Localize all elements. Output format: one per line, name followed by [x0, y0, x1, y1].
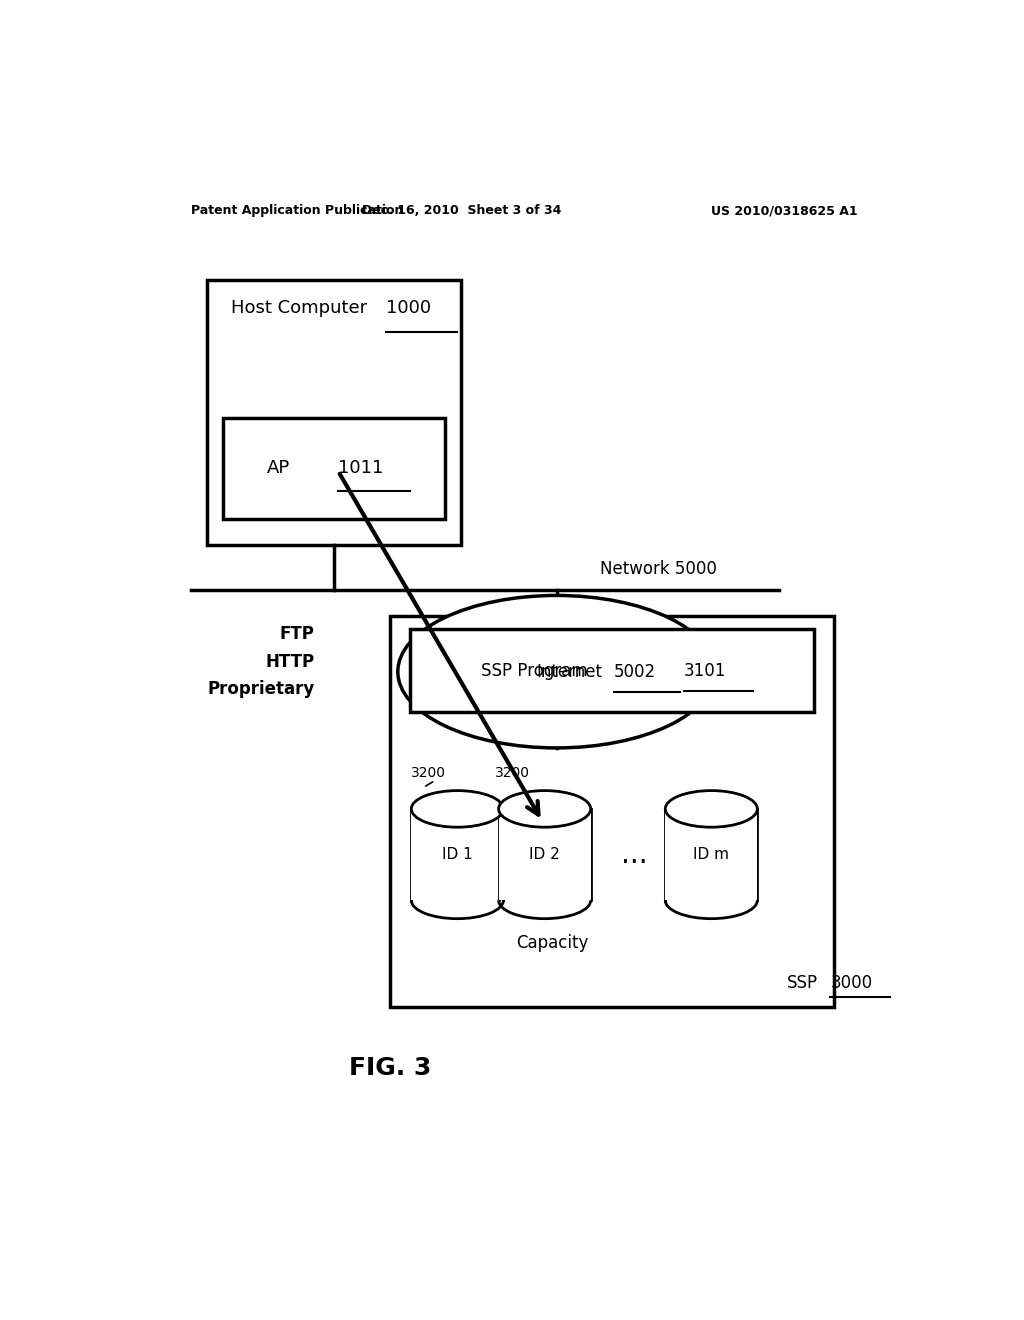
Bar	[207, 280, 462, 545]
Text: FTP: FTP	[280, 626, 314, 643]
Text: HTTP: HTTP	[265, 652, 314, 671]
Text: US 2010/0318625 A1: US 2010/0318625 A1	[712, 205, 858, 216]
Text: AP: AP	[267, 459, 290, 478]
Text: Internet: Internet	[537, 663, 603, 681]
Bar	[666, 809, 758, 900]
Bar	[223, 417, 445, 519]
Text: SSP: SSP	[787, 974, 818, 991]
Text: FIG. 3: FIG. 3	[349, 1056, 431, 1080]
Text: 1011: 1011	[338, 459, 384, 478]
Text: 3200: 3200	[412, 767, 446, 780]
Bar	[390, 615, 835, 1007]
Text: ID 1: ID 1	[442, 847, 473, 862]
Text: 1000: 1000	[386, 298, 431, 317]
Bar	[410, 630, 814, 713]
Ellipse shape	[398, 595, 716, 748]
Text: Dec. 16, 2010  Sheet 3 of 34: Dec. 16, 2010 Sheet 3 of 34	[361, 205, 561, 216]
Ellipse shape	[499, 791, 591, 828]
Ellipse shape	[412, 791, 504, 828]
Bar	[499, 809, 591, 900]
Text: 3000: 3000	[830, 974, 872, 991]
Bar	[412, 809, 504, 900]
Text: Host Computer: Host Computer	[231, 298, 368, 317]
Text: Proprietary: Proprietary	[207, 680, 314, 698]
Text: ...: ...	[621, 841, 647, 869]
Text: Network 5000: Network 5000	[600, 560, 717, 578]
Text: ID 2: ID 2	[529, 847, 560, 862]
Text: Capacity: Capacity	[516, 935, 589, 952]
Text: Patent Application Publication: Patent Application Publication	[191, 205, 403, 216]
Text: 3200: 3200	[495, 767, 529, 780]
Ellipse shape	[666, 791, 758, 828]
Text: SSP Program: SSP Program	[481, 661, 588, 680]
Text: ID m: ID m	[693, 847, 729, 862]
Text: 3101: 3101	[684, 661, 726, 680]
Text: 5002: 5002	[613, 663, 655, 681]
